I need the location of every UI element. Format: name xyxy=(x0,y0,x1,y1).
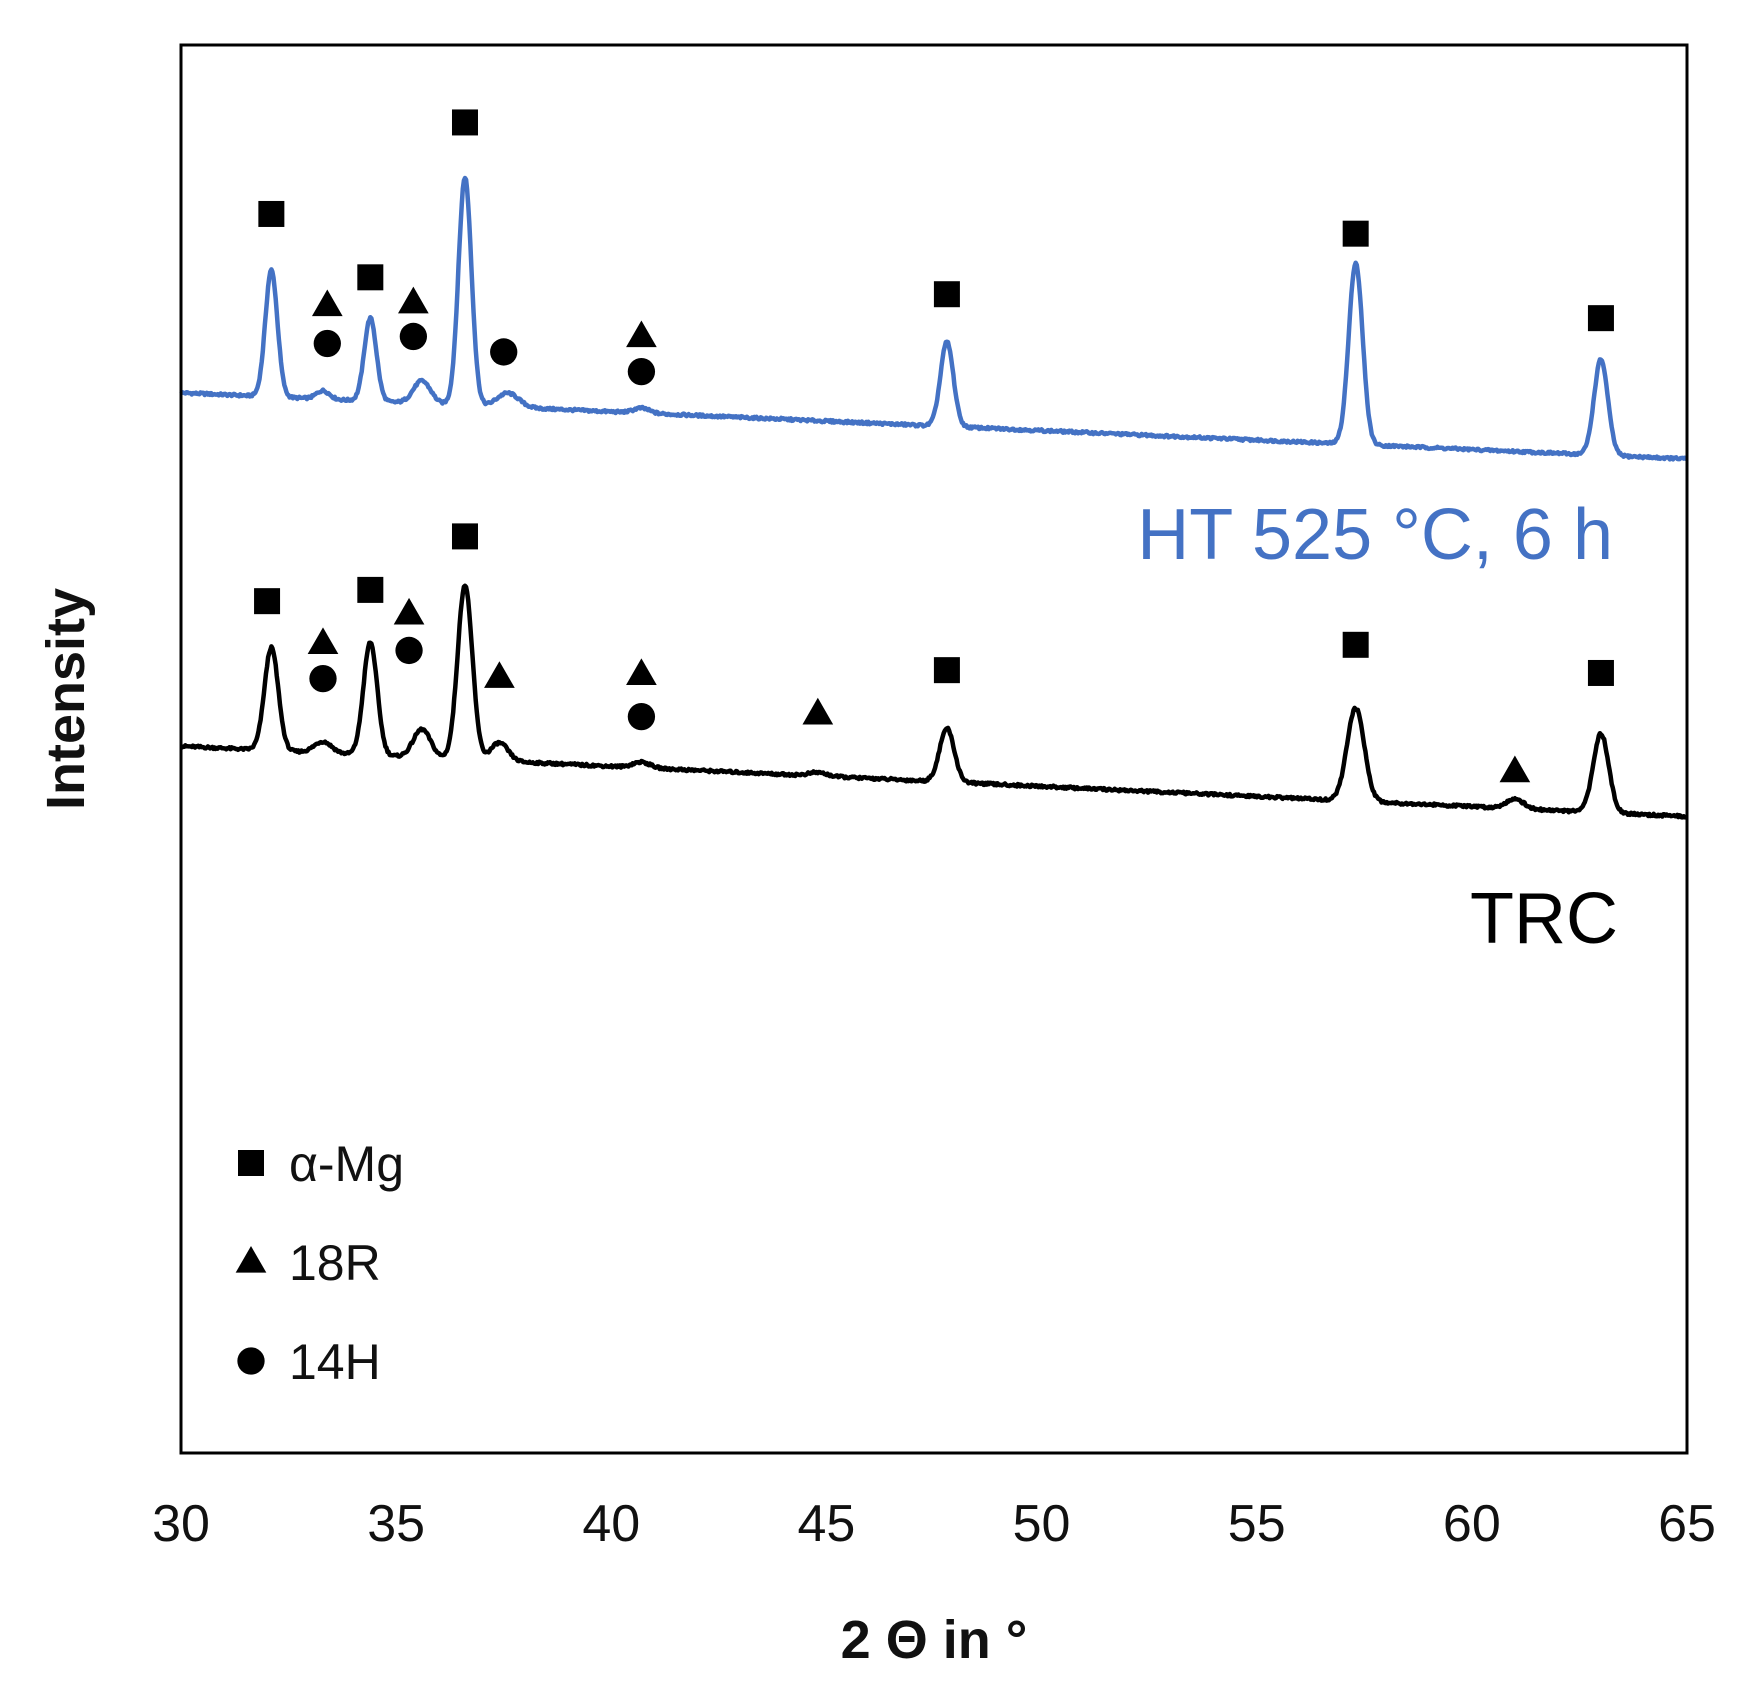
square-marker xyxy=(933,657,960,684)
triangle-marker xyxy=(484,661,515,688)
series-line xyxy=(179,583,1689,820)
series-line xyxy=(179,175,1689,462)
legend: α-Mg 18R 14H xyxy=(235,1136,404,1390)
series-label-trc: TRC xyxy=(1470,879,1618,959)
triangle-marker xyxy=(311,289,343,317)
triangle-marker xyxy=(626,320,657,348)
x-tick-label: 55 xyxy=(1228,1495,1286,1553)
triangle-marker xyxy=(626,658,657,686)
circle-marker xyxy=(313,329,341,358)
square-marker xyxy=(357,576,384,603)
legend-square-icon xyxy=(238,1150,264,1176)
x-tick-label: 65 xyxy=(1658,1495,1716,1553)
legend-triangle-icon xyxy=(235,1246,267,1273)
plot-frame xyxy=(179,43,1689,1455)
square-marker xyxy=(451,109,478,136)
series-0 xyxy=(179,109,1689,462)
circle-marker xyxy=(490,338,518,366)
x-tick-label: 50 xyxy=(1013,1495,1071,1553)
triangle-marker xyxy=(307,627,339,655)
legend-label-alpha-mg: α-Mg xyxy=(289,1136,404,1192)
legend-circle-icon xyxy=(237,1347,265,1375)
square-marker xyxy=(451,523,478,550)
series-1 xyxy=(179,523,1689,820)
y-axis-title: Intensity xyxy=(36,588,96,810)
square-marker xyxy=(254,588,281,615)
legend-label-18r: 18R xyxy=(289,1235,381,1291)
square-marker xyxy=(1342,631,1369,658)
square-marker xyxy=(933,281,960,308)
square-marker xyxy=(1587,305,1614,332)
x-axis-ticks: 30 35 40 45 50 55 60 65 xyxy=(152,1495,1716,1553)
legend-square-icon xyxy=(238,1150,264,1176)
square-marker xyxy=(1342,220,1369,247)
legend-triangle-icon xyxy=(235,1246,267,1273)
square-marker xyxy=(1587,659,1614,686)
triangle-marker xyxy=(1499,755,1531,783)
x-tick-label: 35 xyxy=(367,1495,425,1553)
series-label-ht: HT 525 °C, 6 h xyxy=(1137,495,1613,575)
square-marker xyxy=(357,264,384,291)
circle-marker xyxy=(399,322,428,351)
circle-marker xyxy=(627,702,656,731)
x-tick-label: 60 xyxy=(1443,1495,1501,1553)
legend-circle-icon xyxy=(237,1347,265,1375)
triangle-marker xyxy=(802,697,834,725)
x-tick-label: 45 xyxy=(798,1495,856,1553)
circle-marker xyxy=(627,358,656,386)
circle-marker xyxy=(309,664,337,693)
circle-marker xyxy=(395,636,423,665)
square-marker xyxy=(258,200,285,227)
x-tick-label: 40 xyxy=(582,1495,640,1553)
triangle-marker xyxy=(398,286,429,314)
x-tick-label: 30 xyxy=(152,1495,210,1553)
legend-label-14h: 14H xyxy=(289,1334,381,1390)
plot-area xyxy=(179,109,1689,820)
x-axis-title: 2 Θ in ° xyxy=(841,1610,1028,1670)
triangle-marker xyxy=(393,597,425,625)
